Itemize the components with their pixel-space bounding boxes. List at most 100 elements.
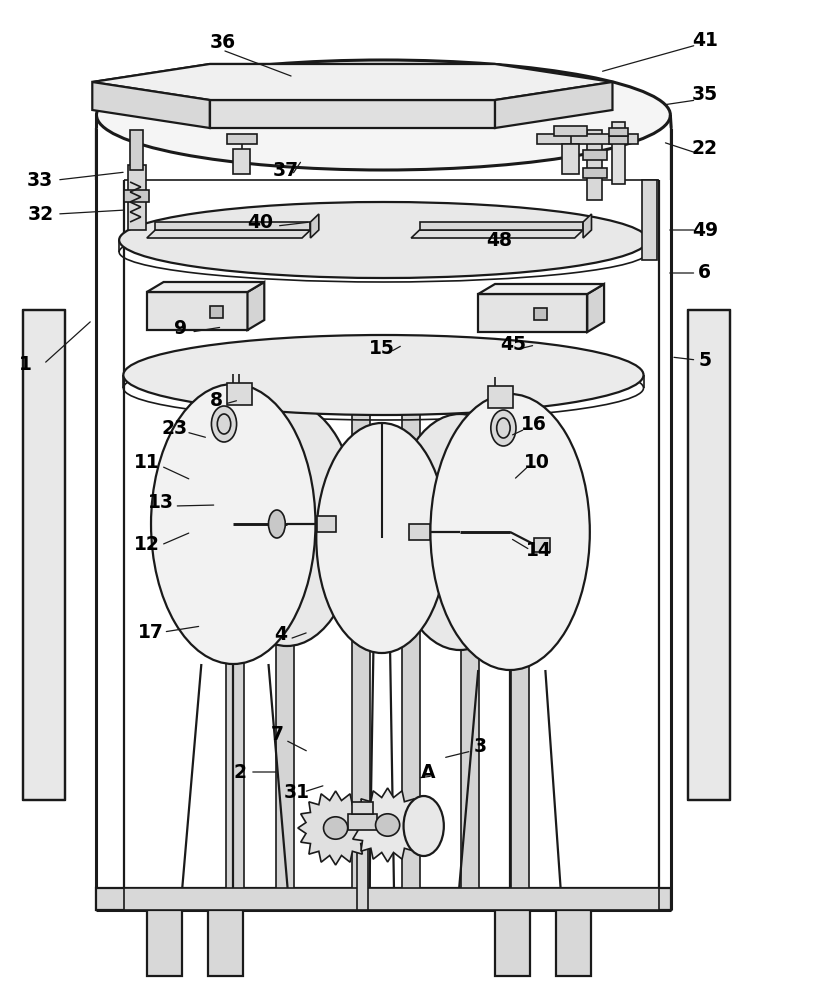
Bar: [352, 370, 370, 910]
Ellipse shape: [211, 406, 237, 442]
Text: 13: 13: [149, 492, 174, 512]
Text: 9: 9: [174, 318, 187, 338]
Polygon shape: [147, 230, 310, 238]
Bar: [562, 144, 579, 174]
Text: 4: 4: [274, 626, 288, 645]
Polygon shape: [147, 292, 248, 330]
Bar: [488, 386, 513, 408]
Polygon shape: [310, 214, 319, 238]
Bar: [227, 383, 252, 405]
Bar: [352, 802, 373, 814]
Text: 17: 17: [138, 622, 164, 642]
Polygon shape: [495, 82, 612, 128]
Polygon shape: [583, 214, 591, 238]
Ellipse shape: [268, 510, 285, 538]
Text: 45: 45: [501, 336, 526, 355]
Bar: [612, 122, 625, 184]
Polygon shape: [420, 222, 583, 230]
Polygon shape: [92, 82, 210, 128]
Ellipse shape: [391, 414, 529, 650]
Polygon shape: [147, 282, 264, 292]
Bar: [495, 910, 530, 976]
Polygon shape: [92, 64, 612, 100]
Text: 15: 15: [369, 338, 394, 358]
Bar: [556, 910, 591, 976]
Text: 1: 1: [18, 355, 32, 373]
Bar: [130, 130, 143, 170]
Text: 36: 36: [209, 32, 236, 51]
Text: 3: 3: [473, 738, 487, 756]
Bar: [554, 126, 587, 136]
Bar: [534, 308, 547, 320]
Bar: [534, 538, 550, 552]
Text: 35: 35: [691, 86, 718, 104]
Text: 31: 31: [284, 782, 310, 802]
Polygon shape: [155, 222, 310, 230]
Ellipse shape: [316, 423, 447, 653]
Bar: [587, 130, 602, 200]
Text: 22: 22: [692, 138, 717, 157]
Text: 2: 2: [233, 762, 247, 782]
Bar: [583, 150, 607, 160]
Polygon shape: [248, 282, 264, 330]
Text: 14: 14: [526, 540, 551, 560]
Text: 33: 33: [27, 170, 54, 190]
Polygon shape: [587, 284, 604, 332]
Bar: [276, 370, 294, 910]
Ellipse shape: [119, 202, 648, 278]
Bar: [348, 814, 377, 830]
Text: 11: 11: [134, 452, 159, 472]
Ellipse shape: [430, 394, 590, 670]
Bar: [642, 180, 657, 260]
Text: 23: 23: [161, 418, 188, 438]
Text: 41: 41: [692, 30, 717, 49]
Polygon shape: [92, 64, 612, 100]
Bar: [208, 910, 243, 976]
Ellipse shape: [151, 384, 315, 664]
Text: 10: 10: [524, 452, 550, 472]
Text: 49: 49: [691, 221, 718, 239]
Text: 40: 40: [248, 213, 273, 232]
Text: 12: 12: [134, 536, 159, 554]
Text: 8: 8: [210, 390, 223, 410]
Bar: [511, 370, 529, 910]
Bar: [147, 910, 182, 976]
Bar: [688, 310, 730, 800]
Bar: [583, 168, 607, 178]
Ellipse shape: [491, 410, 516, 446]
Ellipse shape: [324, 817, 347, 839]
Bar: [233, 149, 250, 174]
Bar: [461, 370, 479, 910]
Ellipse shape: [216, 402, 358, 646]
Bar: [609, 128, 628, 136]
Ellipse shape: [376, 814, 399, 836]
Bar: [128, 165, 146, 230]
Polygon shape: [478, 294, 587, 332]
Text: A: A: [420, 762, 435, 782]
Bar: [226, 370, 244, 910]
Ellipse shape: [96, 60, 670, 170]
Ellipse shape: [404, 796, 444, 856]
Polygon shape: [478, 284, 604, 294]
Bar: [609, 136, 628, 144]
Text: 48: 48: [487, 231, 512, 249]
Bar: [124, 888, 659, 910]
Text: 16: 16: [521, 416, 546, 434]
Bar: [317, 516, 336, 532]
Bar: [210, 306, 223, 318]
Bar: [96, 888, 671, 910]
Text: 37: 37: [272, 160, 299, 180]
Text: 32: 32: [27, 205, 54, 224]
Bar: [537, 134, 638, 144]
Text: 6: 6: [698, 263, 711, 282]
Polygon shape: [411, 230, 583, 238]
Bar: [23, 310, 65, 800]
Bar: [124, 190, 149, 202]
Text: 7: 7: [270, 726, 284, 744]
Bar: [357, 828, 368, 910]
Polygon shape: [350, 788, 425, 862]
Text: 5: 5: [698, 351, 711, 369]
Bar: [402, 370, 420, 910]
Polygon shape: [210, 100, 495, 128]
Polygon shape: [298, 791, 373, 865]
